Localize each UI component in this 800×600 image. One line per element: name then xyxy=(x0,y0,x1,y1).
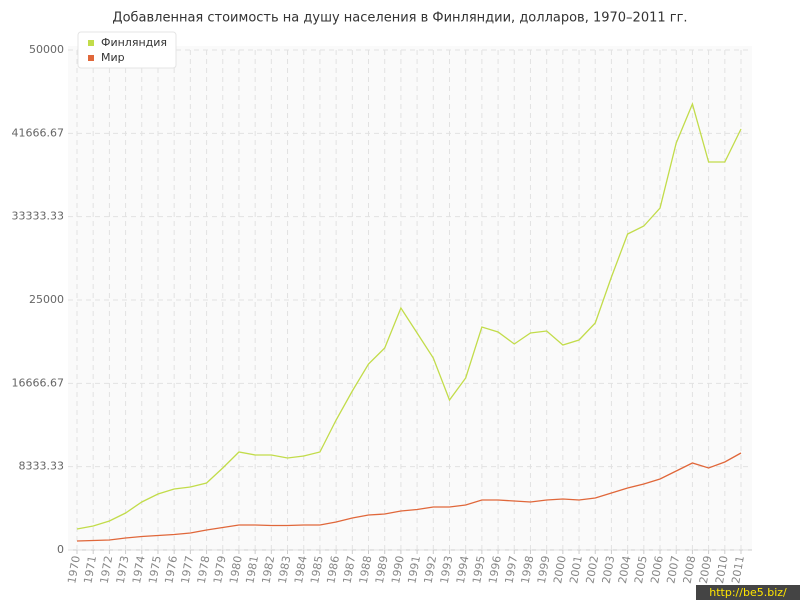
y-tick-label: 16666.67 xyxy=(12,376,65,389)
x-tick-label: 1978 xyxy=(195,555,213,585)
x-tick-label: 1998 xyxy=(519,555,537,585)
legend-swatch xyxy=(88,55,94,61)
x-tick-label: 1997 xyxy=(503,555,521,585)
x-tick-label: 1981 xyxy=(243,555,261,585)
x-tick-label: 1991 xyxy=(405,555,423,585)
x-tick-label: 2003 xyxy=(600,555,618,585)
y-tick-label: 8333.33 xyxy=(19,460,65,473)
x-tick-label: 1972 xyxy=(98,555,116,585)
series-line xyxy=(76,102,742,530)
x-tick-label: 2007 xyxy=(664,555,682,585)
watermark: http://be5.biz/ xyxy=(709,586,787,599)
x-tick-label: 1975 xyxy=(146,555,164,585)
legend-label: Мир xyxy=(101,51,125,64)
y-tick-label: 0 xyxy=(57,543,64,556)
x-tick-label: 1985 xyxy=(308,555,326,585)
y-tick-label: 50000 xyxy=(29,43,64,56)
legend-label: Финляндия xyxy=(101,36,167,49)
x-tick-label: 1996 xyxy=(486,555,504,585)
x-tick-label: 1989 xyxy=(373,555,391,585)
x-tick-label: 1970 xyxy=(65,555,83,585)
x-tick-label: 1994 xyxy=(454,555,472,585)
x-tick-label: 1982 xyxy=(260,555,278,585)
x-tick-label: 1973 xyxy=(114,555,132,585)
x-tick-label: 1979 xyxy=(211,555,229,585)
y-tick-label: 25000 xyxy=(29,293,64,306)
x-tick-label: 1976 xyxy=(162,555,180,585)
x-tick-label: 2009 xyxy=(697,555,715,585)
x-tick-label: 1977 xyxy=(179,555,197,585)
x-tick-label: 1992 xyxy=(422,555,440,585)
x-tick-label: 1984 xyxy=(292,555,310,585)
series-line xyxy=(76,452,742,542)
y-tick-label: 41666.67 xyxy=(12,126,65,139)
watermark-bg xyxy=(696,585,800,600)
x-tick-label: 1983 xyxy=(276,555,294,585)
x-tick-label: 1986 xyxy=(324,555,342,585)
legend-box xyxy=(77,31,177,69)
x-tick-label: 2002 xyxy=(583,555,601,585)
y-tick-label: 33333.33 xyxy=(12,210,65,223)
x-tick-label: 2001 xyxy=(567,555,585,585)
x-tick-label: 2005 xyxy=(632,555,650,585)
x-tick-label: 2006 xyxy=(648,555,666,585)
x-tick-label: 2011 xyxy=(729,555,747,585)
x-tick-label: 1988 xyxy=(357,555,375,585)
chart-title: Добавленная стоимость на душу населения … xyxy=(112,11,687,26)
x-tick-label: 1990 xyxy=(389,555,407,585)
x-tick-label: 1987 xyxy=(341,555,359,585)
x-tick-label: 1980 xyxy=(227,555,245,585)
plot-area xyxy=(68,46,752,550)
x-tick-label: 1971 xyxy=(81,555,99,585)
x-tick-label: 1974 xyxy=(130,555,148,585)
x-tick-label: 1999 xyxy=(535,555,553,585)
legend: Финляндия Мир xyxy=(77,31,177,69)
x-tick-label: 2010 xyxy=(713,555,731,585)
x-tick-label: 1995 xyxy=(470,555,488,585)
x-tick-label: 1993 xyxy=(438,555,456,585)
x-tick-label: 2000 xyxy=(551,555,569,585)
x-tick-label: 2008 xyxy=(681,555,699,585)
legend-swatch xyxy=(88,40,94,46)
x-tick-label: 2004 xyxy=(616,555,634,585)
